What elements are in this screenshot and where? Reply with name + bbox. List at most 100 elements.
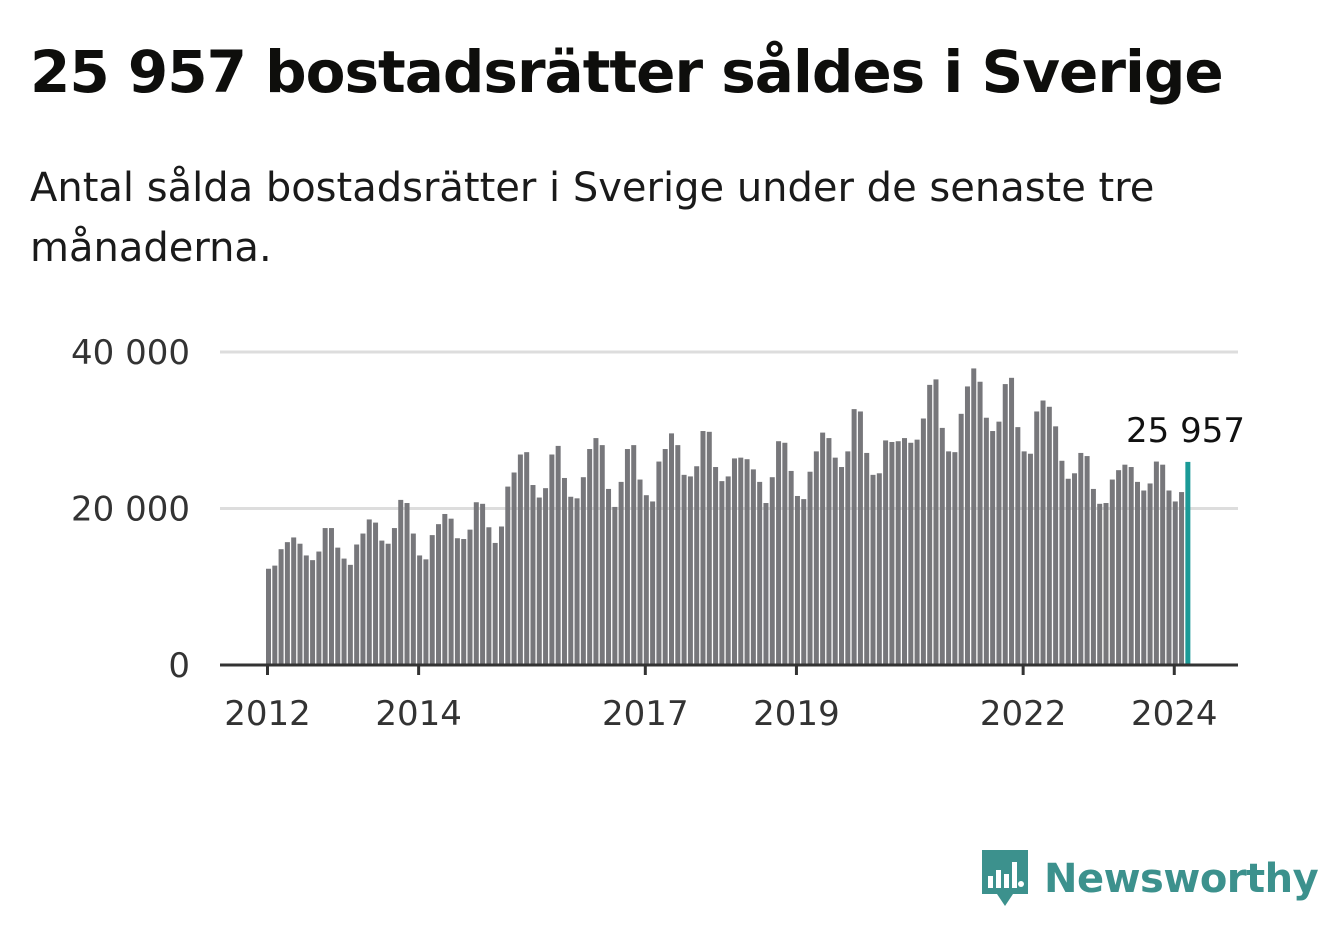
bar [1065, 478, 1071, 665]
bar [902, 438, 907, 665]
bar [498, 526, 504, 665]
bar [1147, 483, 1153, 665]
bar [681, 474, 687, 665]
bar [1122, 464, 1128, 665]
bar [958, 413, 964, 665]
bar [857, 411, 863, 665]
bar [1021, 451, 1027, 665]
bar [706, 431, 712, 665]
bar [788, 470, 794, 665]
bar [883, 440, 889, 665]
bar [272, 565, 278, 665]
bar [436, 524, 442, 665]
latest-value-label: 25 957 [1126, 411, 1245, 451]
bar [373, 522, 379, 665]
bar [404, 503, 410, 665]
bar [1015, 427, 1021, 665]
x-tick-label: 2022 [980, 694, 1067, 734]
y-tick-label: 40 000 [71, 333, 190, 373]
bar [316, 551, 322, 665]
bar [977, 381, 983, 665]
bar [794, 495, 800, 665]
bar [385, 543, 391, 665]
bar [826, 438, 832, 665]
bar [278, 549, 284, 665]
x-tick-label: 2024 [1131, 694, 1218, 734]
bar [448, 518, 454, 665]
bar [492, 542, 498, 665]
y-tick-label: 0 [168, 646, 190, 686]
bar [354, 544, 360, 665]
bar [391, 528, 397, 665]
bar [1153, 461, 1159, 665]
bar [1166, 490, 1172, 665]
bar-latest [1185, 461, 1191, 665]
bar [996, 421, 1002, 665]
bar [454, 538, 460, 665]
bar [341, 558, 347, 665]
bar [1072, 473, 1078, 665]
bar [895, 441, 901, 665]
bar [442, 513, 448, 665]
brand-name: Newsworthy [1044, 856, 1319, 902]
bar [776, 441, 782, 665]
bar [486, 527, 492, 665]
bar [1172, 501, 1178, 665]
bar [1046, 406, 1052, 665]
bar [473, 502, 479, 665]
bar [1002, 384, 1008, 665]
bar [889, 441, 895, 665]
chart-subtitle: Antal sålda bostadsrätter i Sverige unde… [30, 165, 1155, 271]
bar [291, 537, 297, 665]
bar [990, 431, 996, 665]
bar [939, 427, 945, 665]
bar [524, 452, 530, 665]
bar [1097, 503, 1103, 665]
bar [618, 481, 624, 665]
bar [1053, 426, 1059, 665]
bar [1109, 479, 1115, 665]
bar [536, 497, 542, 665]
bar [429, 535, 435, 665]
bar [1141, 490, 1147, 665]
bar [1134, 481, 1140, 665]
bar [511, 472, 517, 665]
bar [360, 533, 366, 665]
bar [347, 564, 353, 665]
bar [467, 529, 473, 665]
bar [870, 474, 876, 665]
y-tick-label: 20 000 [71, 490, 190, 530]
bar [555, 445, 561, 665]
bar [801, 499, 807, 665]
bar [952, 452, 958, 665]
bar [813, 451, 819, 665]
bar [417, 555, 423, 665]
brand-logo: Newsworthy [980, 848, 1319, 910]
bar [769, 477, 775, 665]
bar [335, 547, 341, 666]
bar [669, 433, 675, 665]
bar [876, 473, 882, 665]
bar [908, 442, 914, 665]
bar [593, 438, 599, 665]
bar [266, 568, 271, 665]
bar [599, 445, 605, 665]
bar [839, 467, 845, 665]
axes [220, 663, 1238, 675]
bar [694, 466, 700, 665]
bar [757, 481, 763, 665]
bar [303, 555, 309, 665]
bar [631, 445, 637, 665]
bars [266, 368, 1191, 666]
bar [561, 477, 567, 665]
bar [543, 488, 549, 665]
bar [568, 496, 574, 665]
bar [1034, 411, 1040, 665]
bar [366, 519, 372, 665]
x-tick-label: 2019 [753, 694, 840, 734]
bar-chart: 0 20 000 40 000 2012 2014 2017 2019 2022 2024 25 … [71, 333, 1245, 734]
bar [624, 449, 630, 665]
bar [505, 486, 511, 665]
chart-title: 25 957 bostadsrätter såldes i Sverige [30, 38, 1224, 106]
newsworthy-chart-bubble-icon [982, 850, 1028, 906]
